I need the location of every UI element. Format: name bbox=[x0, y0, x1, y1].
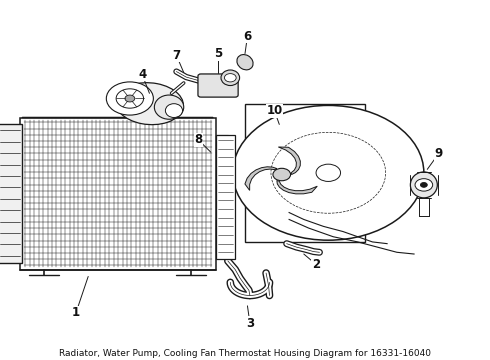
Text: 3: 3 bbox=[246, 317, 254, 330]
Ellipse shape bbox=[221, 70, 240, 86]
Circle shape bbox=[415, 179, 433, 191]
Bar bbox=[0, 125, 22, 263]
Text: 7: 7 bbox=[172, 49, 180, 62]
Circle shape bbox=[106, 82, 153, 115]
Ellipse shape bbox=[237, 55, 253, 70]
Bar bbox=[216, 228, 228, 252]
Polygon shape bbox=[278, 147, 300, 175]
Text: 1: 1 bbox=[72, 306, 80, 319]
Polygon shape bbox=[277, 180, 318, 194]
Bar bbox=[216, 135, 235, 259]
Text: 9: 9 bbox=[435, 147, 442, 160]
Bar bbox=[20, 117, 216, 270]
Circle shape bbox=[224, 73, 236, 82]
Circle shape bbox=[316, 164, 341, 181]
Polygon shape bbox=[245, 167, 277, 190]
Text: 8: 8 bbox=[195, 134, 202, 147]
Text: 4: 4 bbox=[138, 68, 146, 81]
Ellipse shape bbox=[410, 172, 437, 198]
Text: 6: 6 bbox=[244, 30, 251, 43]
Text: 5: 5 bbox=[214, 47, 222, 60]
Ellipse shape bbox=[154, 95, 184, 119]
Bar bbox=[245, 104, 365, 242]
Ellipse shape bbox=[166, 104, 182, 117]
Bar bbox=[216, 135, 228, 159]
Circle shape bbox=[125, 95, 135, 102]
Text: 2: 2 bbox=[312, 258, 320, 271]
Circle shape bbox=[233, 105, 424, 240]
Ellipse shape bbox=[116, 83, 183, 125]
Circle shape bbox=[420, 183, 427, 187]
Text: Radiator, Water Pump, Cooling Fan Thermostat Housing Diagram for 16331-16040: Radiator, Water Pump, Cooling Fan Thermo… bbox=[59, 349, 431, 358]
Circle shape bbox=[116, 89, 144, 108]
Circle shape bbox=[273, 168, 291, 181]
Text: 10: 10 bbox=[266, 104, 283, 117]
FancyBboxPatch shape bbox=[198, 74, 238, 97]
